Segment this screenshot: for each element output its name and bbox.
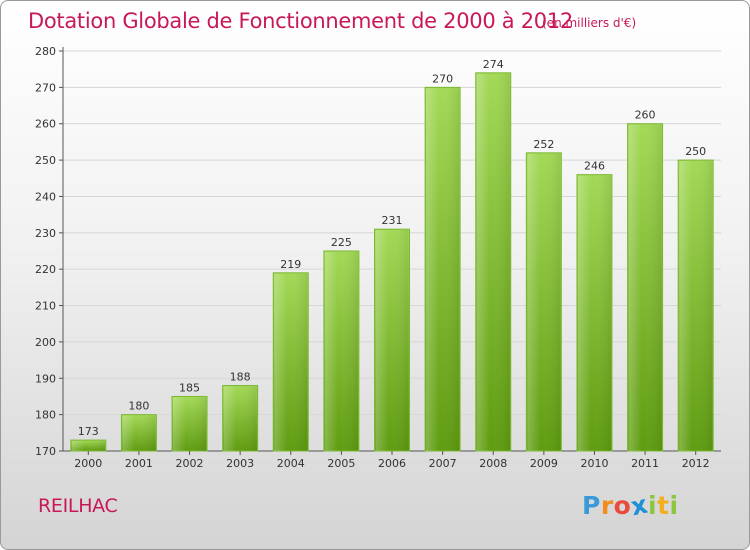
bar-shine [71, 441, 105, 451]
logo-letter: o [613, 491, 632, 520]
x-tick-label: 2012 [682, 457, 710, 470]
bar-group [120, 414, 157, 452]
data-label: 188 [230, 371, 251, 384]
y-tick-label: 260 [35, 118, 56, 131]
y-tick-label: 240 [35, 190, 56, 203]
data-label: 185 [179, 381, 200, 394]
chart-unit: (en milliers d'€) [542, 16, 637, 30]
bar-group [70, 439, 107, 452]
y-tick-label: 220 [35, 263, 56, 276]
bar-group [323, 250, 360, 452]
proxiti-logo[interactable]: Proxiti [582, 490, 679, 522]
x-tick-label: 2009 [530, 457, 558, 470]
x-tick-label: 2000 [74, 457, 102, 470]
y-tick-label: 250 [35, 154, 56, 167]
bar-group [525, 152, 562, 452]
data-label: 270 [432, 72, 453, 85]
bar-group [272, 272, 309, 452]
bar-group [171, 395, 208, 452]
data-label: 180 [128, 400, 149, 413]
commune-name: REILHAC [38, 495, 118, 517]
x-tick-label: 2010 [580, 457, 608, 470]
logo-letter: i [648, 491, 658, 520]
bar-group [576, 174, 613, 452]
bar-group [627, 123, 664, 452]
y-tick-label: 170 [35, 445, 56, 458]
bar-shine [274, 273, 308, 451]
x-tick-label: 2008 [479, 457, 507, 470]
bar-shine [173, 397, 207, 451]
x-tick-label: 2003 [226, 457, 254, 470]
bar-group [677, 159, 714, 452]
x-tick-label: 2005 [327, 457, 355, 470]
data-label: 246 [584, 160, 605, 173]
data-label: 250 [685, 145, 706, 158]
x-tick-label: 2006 [378, 457, 406, 470]
y-tick-label: 190 [35, 372, 56, 385]
bar-shine [527, 153, 561, 451]
bar-shine [223, 386, 257, 451]
y-tick-label: 280 [35, 45, 56, 58]
bar-shine [577, 175, 611, 452]
y-tick-label: 180 [35, 409, 56, 422]
x-tick-label: 2001 [125, 457, 153, 470]
data-label: 225 [331, 236, 352, 249]
y-tick-label: 210 [35, 300, 56, 313]
bar-shine [122, 415, 156, 451]
y-tick-label: 200 [35, 336, 56, 349]
logo-letter: P [582, 491, 601, 520]
data-label: 173 [78, 425, 99, 438]
bar-shine [628, 124, 662, 452]
data-label: 274 [483, 58, 504, 71]
bar-group [374, 228, 410, 452]
bar-shine [476, 73, 510, 452]
logo-letter: i [669, 491, 679, 520]
data-label: 219 [280, 258, 301, 271]
y-tick-label: 230 [35, 227, 56, 240]
data-label: 231 [382, 214, 403, 227]
data-label: 260 [635, 109, 656, 122]
x-tick-label: 2004 [277, 457, 305, 470]
y-tick-label: 270 [35, 81, 56, 94]
logo-letter: t [657, 491, 670, 520]
bar-group [424, 86, 461, 452]
bar-group [475, 72, 512, 452]
x-tick-label: 2011 [631, 457, 659, 470]
bar-shine [324, 252, 358, 451]
data-label: 252 [533, 138, 554, 151]
bar-group [222, 385, 259, 452]
x-tick-label: 2007 [429, 457, 457, 470]
bar-shine [426, 88, 460, 451]
x-tick-label: 2002 [176, 457, 204, 470]
chart-title: Dotation Globale de Fonctionnement de 20… [28, 9, 573, 33]
bar-shine [679, 161, 713, 451]
bar-shine [375, 230, 409, 451]
logo-letter: r [600, 491, 614, 520]
